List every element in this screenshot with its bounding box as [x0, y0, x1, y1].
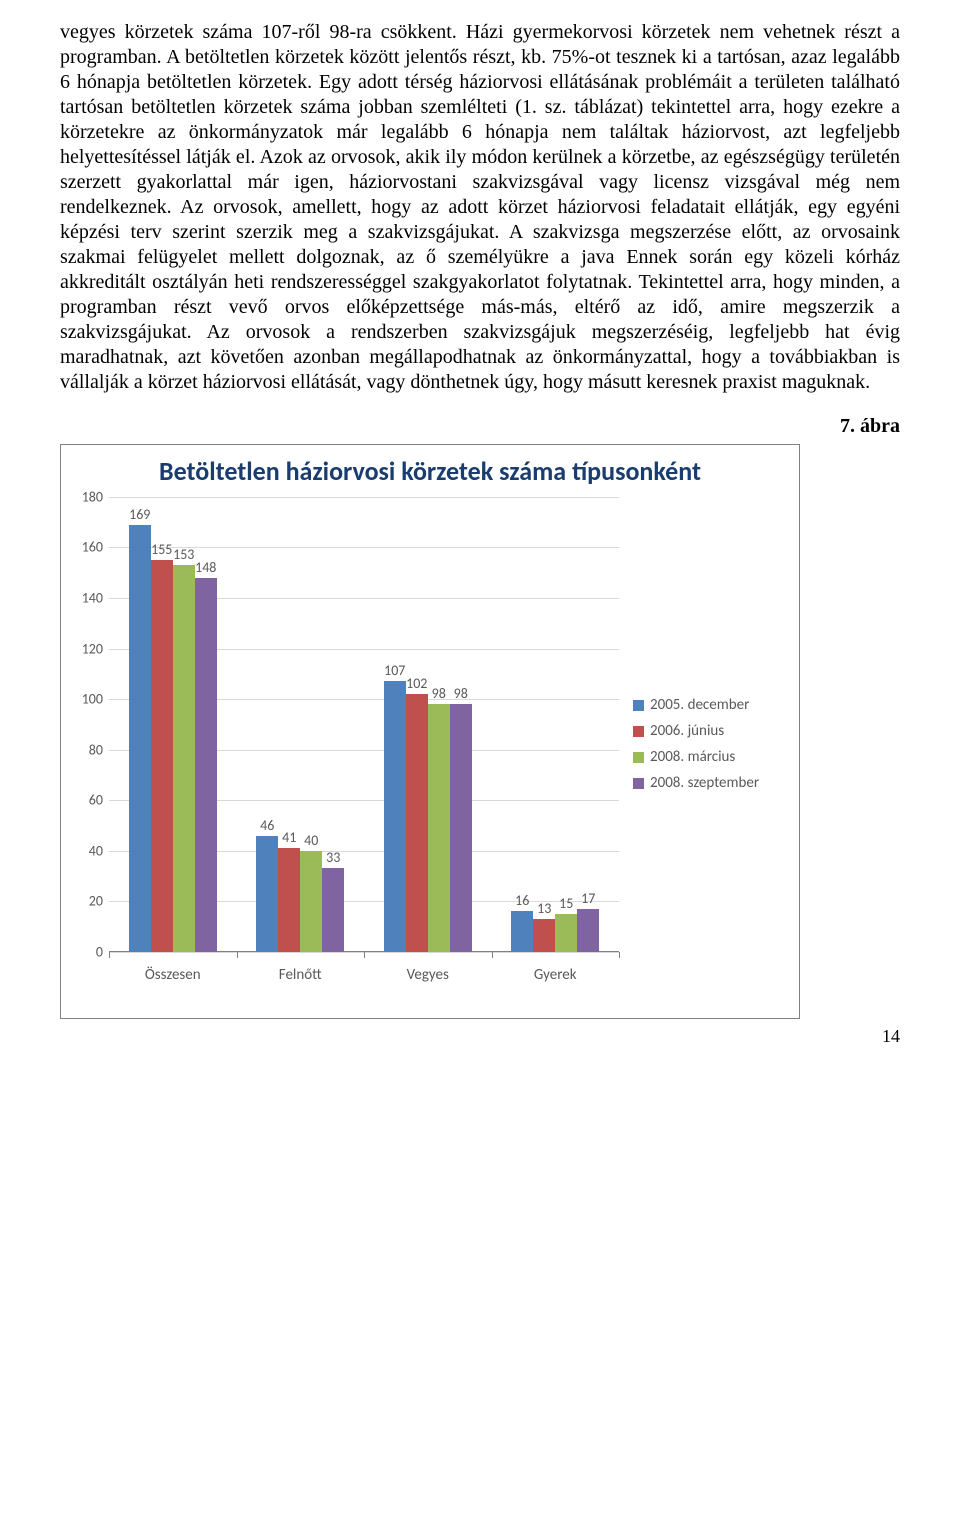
bar-value-label: 17 — [581, 890, 595, 909]
legend-label: 2006. június — [650, 722, 724, 740]
bar: 148 — [195, 578, 217, 952]
bar-group: 1071029898 — [364, 497, 492, 952]
bar-value-label: 107 — [384, 662, 405, 681]
x-tick-label: Összesen — [109, 952, 237, 984]
chart-body: 0204060801001201401601801691551531484641… — [75, 497, 785, 992]
bar-group: 46414033 — [237, 497, 365, 952]
figure-caption: 7. ábra — [60, 415, 900, 438]
y-tick-label: 0 — [96, 943, 109, 960]
legend-item: 2005. december — [633, 696, 759, 714]
groups: 16915515314846414033107102989816131517 — [109, 497, 619, 952]
bar-value-label: 98 — [432, 685, 446, 704]
legend-label: 2005. december — [650, 696, 749, 714]
legend-item: 2008. szeptember — [633, 774, 759, 792]
bar: 40 — [300, 851, 322, 952]
bar-group: 169155153148 — [109, 497, 237, 952]
bar-value-label: 40 — [304, 832, 318, 851]
x-tick — [237, 952, 238, 958]
bar: 15 — [555, 914, 577, 952]
x-tick-label: Gyerek — [492, 952, 620, 984]
x-tick — [109, 952, 110, 958]
bar: 102 — [406, 694, 428, 952]
legend-label: 2008. március — [650, 748, 735, 766]
y-tick-label: 100 — [82, 691, 109, 708]
x-tick-label: Felnőtt — [237, 952, 365, 984]
bar: 153 — [173, 565, 195, 952]
body-paragraph: vegyes körzetek száma 107-ről 98-ra csök… — [60, 20, 900, 395]
bar: 98 — [428, 704, 450, 952]
plot-area: 0204060801001201401601801691551531484641… — [109, 497, 619, 952]
y-tick-label: 40 — [89, 842, 109, 859]
x-tick — [364, 952, 365, 958]
x-tick — [619, 952, 620, 958]
y-tick-label: 20 — [89, 893, 109, 910]
bar: 33 — [322, 868, 344, 951]
legend-swatch — [633, 752, 644, 763]
bar-value-label: 16 — [515, 892, 529, 911]
legend-swatch — [633, 778, 644, 789]
y-tick-label: 60 — [89, 792, 109, 809]
bar-value-label: 102 — [406, 675, 427, 694]
bar: 16 — [511, 911, 533, 951]
bar-value-label: 155 — [151, 541, 172, 560]
legend-item: 2008. március — [633, 748, 759, 766]
bar-value-label: 98 — [454, 685, 468, 704]
x-tick-label: Vegyes — [364, 952, 492, 984]
legend-label: 2008. szeptember — [650, 774, 759, 792]
chart-title: Betöltetlen háziorvosi körzetek száma tí… — [75, 457, 785, 487]
chart-container: Betöltetlen háziorvosi körzetek száma tí… — [60, 444, 800, 1019]
bar: 155 — [151, 560, 173, 952]
y-tick-label: 140 — [82, 590, 109, 607]
x-tick — [492, 952, 493, 958]
bar-group: 16131517 — [492, 497, 620, 952]
x-axis: ÖsszesenFelnőttVegyesGyerek — [109, 952, 619, 984]
legend: 2005. december 2006. június 2008. március 2… — [633, 688, 759, 800]
bar-value-label: 13 — [537, 900, 551, 919]
legend-swatch — [633, 700, 644, 711]
bar-value-label: 169 — [129, 506, 150, 525]
bar-value-label: 41 — [282, 829, 296, 848]
y-tick-label: 80 — [89, 741, 109, 758]
legend-swatch — [633, 726, 644, 737]
legend-item: 2006. június — [633, 722, 759, 740]
bar: 13 — [533, 919, 555, 952]
page-number: 14 — [882, 1026, 900, 1047]
bar: 98 — [450, 704, 472, 952]
y-tick-label: 120 — [82, 640, 109, 657]
bar-value-label: 15 — [559, 895, 573, 914]
bar: 107 — [384, 681, 406, 951]
page: vegyes körzetek száma 107-ről 98-ra csök… — [0, 0, 960, 1059]
bar-value-label: 33 — [326, 849, 340, 868]
bar-value-label: 153 — [173, 546, 194, 565]
y-tick-label: 180 — [82, 488, 109, 505]
bar-value-label: 148 — [195, 559, 216, 578]
bar: 17 — [577, 909, 599, 952]
bar-value-label: 46 — [260, 817, 274, 836]
bar: 169 — [129, 525, 151, 952]
bar: 46 — [256, 836, 278, 952]
y-tick-label: 160 — [82, 539, 109, 556]
bar: 41 — [278, 848, 300, 952]
